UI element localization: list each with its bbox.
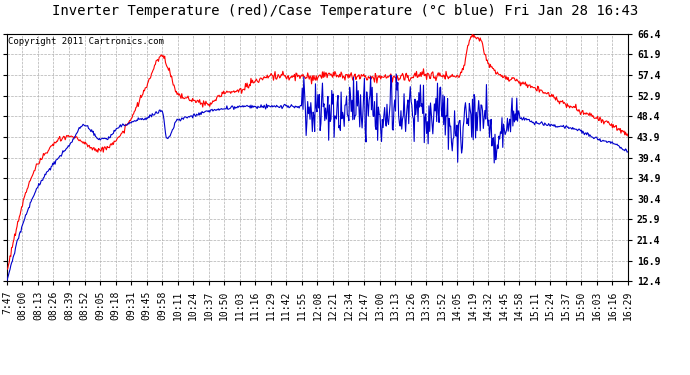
Text: Copyright 2011 Cartronics.com: Copyright 2011 Cartronics.com xyxy=(8,38,164,46)
Text: Inverter Temperature (red)/Case Temperature (°C blue) Fri Jan 28 16:43: Inverter Temperature (red)/Case Temperat… xyxy=(52,4,638,18)
